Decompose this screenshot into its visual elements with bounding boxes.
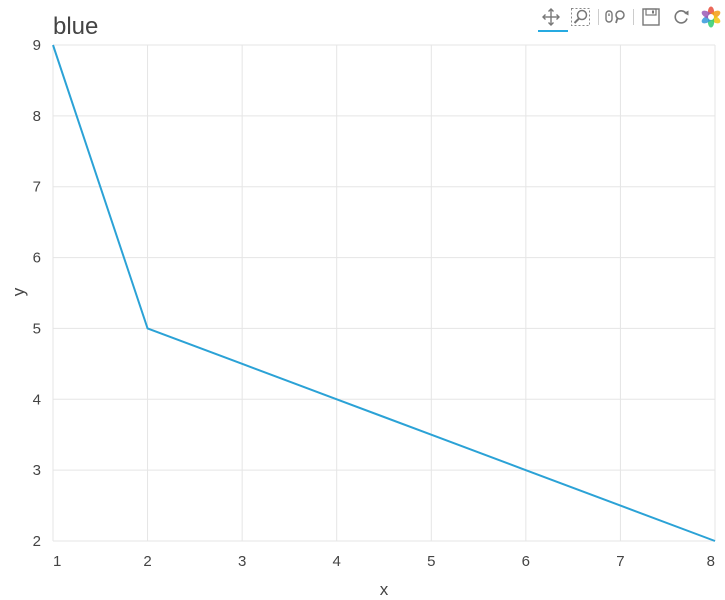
pan-tool[interactable]: [536, 4, 568, 32]
x-tick-label: 5: [427, 553, 435, 570]
box-zoom-icon: [571, 8, 590, 26]
x-tick-label: 3: [238, 553, 246, 570]
pan-icon: [542, 8, 560, 26]
save-icon: [642, 8, 660, 26]
reset-tool[interactable]: [666, 4, 696, 30]
x-tick-label: 8: [707, 553, 715, 570]
grid: [52, 44, 716, 542]
y-tick-label: 7: [33, 179, 41, 196]
bokeh-logo[interactable]: [696, 4, 725, 30]
x-tick-label: 4: [333, 553, 341, 570]
y-tick-label: 9: [33, 37, 41, 54]
y-tick-label: 2: [33, 533, 41, 550]
series-layer: [52, 44, 716, 542]
save-tool[interactable]: [636, 4, 666, 30]
x-tick-label: 1: [53, 553, 61, 570]
x-axis-label: x: [380, 580, 389, 599]
y-axis-label: y: [9, 287, 28, 296]
y-tick-label: 4: [33, 391, 41, 408]
bokeh-logo-icon: [701, 6, 721, 28]
x-tick-label: 6: [522, 553, 530, 570]
x-tick-label: 7: [616, 553, 624, 570]
series-line: [52, 44, 716, 542]
wheel-zoom-tool[interactable]: [601, 4, 631, 30]
y-tick-label: 5: [33, 320, 41, 337]
y-tick-label: 6: [33, 250, 41, 267]
reset-icon: [674, 10, 689, 24]
toolbar-separator: [633, 9, 634, 25]
toolbar-separator: [598, 9, 599, 25]
box-zoom-tool[interactable]: [566, 4, 596, 30]
y-tick-label: 8: [33, 108, 41, 125]
x-tick-label: 2: [143, 553, 151, 570]
y-tick-label: 3: [33, 462, 41, 479]
y-axis-ticks: 2 3 4 5 6 7 8 9: [33, 37, 41, 550]
chart-toolbar: [536, 3, 725, 32]
chart-title: blue: [53, 13, 98, 40]
x-axis-ticks: 1 2 3 4 5 6 7 8: [53, 553, 715, 570]
wheel-zoom-icon: [605, 10, 625, 24]
